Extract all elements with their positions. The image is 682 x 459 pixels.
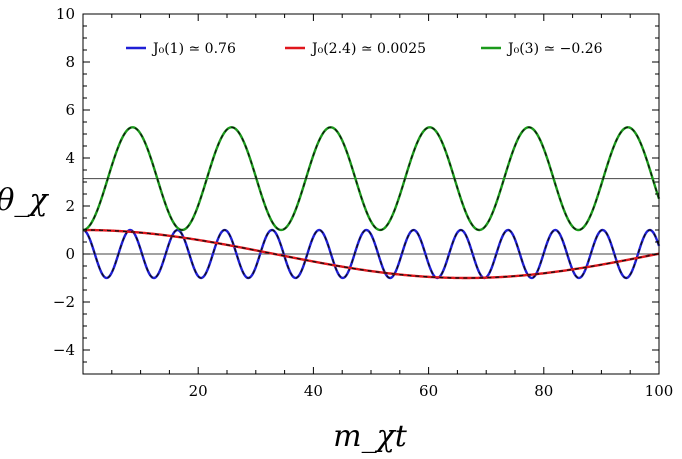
y-axis-title: θ_χ [0, 183, 49, 218]
series-dashed-overlay-2 [82, 126, 660, 231]
legend-item-2: J₀(3) ≃ −0.26 [481, 41, 603, 57]
series-layer [82, 126, 661, 280]
legend-item-0: J₀(1) ≃ 0.76 [126, 41, 236, 57]
y-tick-label: 0 [65, 245, 75, 263]
x-tick-label: 60 [419, 382, 438, 400]
x-axis-title: m_χt [333, 419, 408, 454]
y-tick-label: 2 [65, 197, 75, 215]
y-tick-label: 8 [65, 53, 75, 71]
plot-frame [82, 13, 660, 375]
series-dashed-overlay-0 [82, 229, 660, 279]
y-tick-label: −4 [53, 341, 75, 359]
y-tick-label: 10 [56, 5, 75, 23]
legend-label: J₀(2.4) ≃ 0.0025 [310, 41, 426, 57]
reference-lines [83, 178, 659, 255]
series-dashed-overlay-1 [83, 229, 660, 279]
x-tick-label: 80 [534, 382, 553, 400]
x-tick-label: 100 [645, 382, 674, 400]
y-tick-label: 6 [65, 101, 75, 119]
x-tick-label: 20 [189, 382, 208, 400]
legend-item-1: J₀(2.4) ≃ 0.0025 [285, 41, 426, 57]
legend-label: J₀(3) ≃ −0.26 [506, 41, 603, 57]
axis-ticks: 20 40 60 80 100 −4 −2 0 2 4 6 8 10 [53, 5, 673, 400]
x-tick-label: 40 [304, 382, 323, 400]
legend: J₀(1) ≃ 0.76 J₀(2.4) ≃ 0.0025 J₀(3) ≃ −0.2… [126, 41, 603, 57]
y-tick-label: −2 [53, 293, 75, 311]
legend-label: J₀(1) ≃ 0.76 [151, 41, 236, 57]
y-tick-label: 4 [65, 149, 75, 167]
